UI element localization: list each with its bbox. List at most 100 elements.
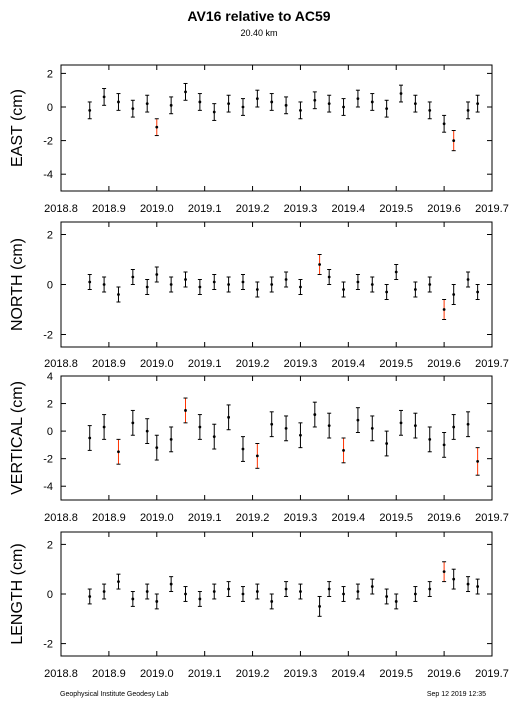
data-point: [270, 422, 274, 426]
data-point: [356, 280, 360, 284]
y-axis-label: EAST (cm): [9, 89, 26, 167]
data-point: [198, 100, 202, 104]
data-point: [452, 293, 456, 296]
x-tick-label: 2019.7: [475, 203, 509, 215]
x-tick-label: 2019.1: [188, 358, 222, 370]
data-point: [102, 425, 106, 429]
x-tick-label: 2019.1: [188, 668, 222, 680]
x-tick-label: 2018.8: [44, 203, 78, 215]
data-point: [342, 288, 345, 291]
y-axis-label: VERTICAL (cm): [9, 381, 26, 495]
y-tick-label: 2: [47, 399, 53, 411]
data-point: [370, 585, 374, 588]
y-tick-label: 0: [47, 426, 53, 438]
data-point: [155, 273, 159, 276]
data-point: [270, 100, 274, 104]
y-tick-label: -4: [43, 481, 53, 493]
data-point: [428, 283, 432, 286]
data-point: [255, 454, 259, 458]
data-point: [299, 433, 302, 437]
x-tick-label: 2019.5: [379, 203, 413, 215]
y-tick-label: -2: [43, 454, 53, 466]
x-tick-label: 2019.4: [332, 668, 366, 680]
panel-frame: [60, 64, 493, 192]
data-point: [212, 110, 216, 114]
y-tick-label: 4: [47, 371, 53, 383]
x-tick-label: 2018.9: [92, 668, 126, 680]
data-point: [476, 290, 480, 294]
x-tick-label: 2018.9: [92, 512, 126, 524]
data-point: [270, 283, 274, 286]
x-tick-label: 2019.7: [475, 358, 509, 370]
data-point: [327, 275, 331, 279]
data-point: [356, 97, 360, 100]
y-axis-label: NORTH (cm): [9, 238, 26, 331]
data-point: [370, 426, 374, 430]
x-tick-label: 2019.7: [475, 668, 509, 680]
data-point: [227, 102, 231, 106]
y-tick-label: -2: [43, 136, 53, 148]
data-point: [88, 595, 92, 598]
panel-3: 2018.8 2018.9 2019.0 2019.1 2019.2 2019.3 2019…: [9, 371, 509, 524]
x-tick-label: 2019.1: [188, 203, 222, 215]
data-point: [270, 600, 274, 603]
data-point: [394, 270, 398, 274]
x-tick-label: 2018.9: [92, 358, 126, 370]
data-point: [198, 597, 202, 601]
x-tick-label: 2019.0: [140, 358, 174, 370]
data-point: [399, 421, 403, 425]
data-point: [466, 108, 470, 112]
x-tick-label: 2018.8: [44, 512, 78, 524]
panel-1: 2018.8 2018.9 2019.0 2019.1 2019.2 2019.3 2019…: [9, 64, 509, 215]
data-point: [284, 103, 288, 107]
data-point: [442, 122, 446, 126]
x-tick-label: 2019.0: [140, 512, 174, 524]
data-point: [299, 285, 302, 289]
x-tick-label: 2019.0: [140, 203, 174, 215]
data-point: [241, 447, 245, 451]
panel-frame: [60, 531, 493, 657]
data-point: [284, 587, 288, 591]
x-tick-label: 2019.4: [332, 512, 366, 524]
data-point: [169, 283, 173, 286]
data-point: [145, 590, 149, 593]
data-point: [145, 102, 149, 106]
x-tick-label: 2019.2: [236, 668, 270, 680]
data-point: [385, 107, 389, 111]
footer-credit: Geophysical Institute Geodesy Lab: [60, 691, 169, 698]
footer-timestamp: Sep 12 2019 12:35: [426, 691, 486, 698]
x-tick-label: 2019.1: [188, 512, 222, 524]
panel-frame: [60, 375, 493, 501]
data-point: [198, 285, 202, 289]
chart-subtitle: 20.40 km: [240, 28, 278, 38]
data-point: [145, 285, 149, 289]
data-point: [327, 587, 331, 591]
data-point: [255, 590, 259, 593]
y-tick-label: 0: [47, 280, 53, 292]
y-tick-label: 2: [47, 68, 53, 80]
data-point: [212, 280, 216, 284]
data-point: [370, 100, 374, 104]
data-point: [466, 422, 470, 426]
x-tick-label: 2019.2: [236, 512, 270, 524]
data-point: [327, 424, 331, 427]
data-point: [117, 580, 120, 583]
panel-2: 2018.8 2018.9 2019.0 2019.1 2019.2 2019.3 2019…: [9, 221, 509, 370]
x-tick-label: 2019.7: [475, 512, 509, 524]
x-tick-label: 2019.6: [427, 668, 461, 680]
y-tick-label: -2: [43, 639, 53, 651]
x-tick-label: 2019.0: [140, 668, 174, 680]
data-point: [385, 442, 389, 445]
panel-frame: [60, 221, 493, 348]
x-tick-label: 2018.9: [92, 203, 126, 215]
y-tick-label: -2: [43, 330, 53, 342]
data-point: [117, 293, 120, 296]
x-tick-label: 2019.2: [236, 358, 270, 370]
data-point: [442, 570, 446, 574]
panel-4: 2018.8 2018.9 2019.0 2019.1 2019.2 2019.3 2019…: [9, 531, 509, 680]
data-point: [385, 595, 389, 598]
data-point: [155, 600, 159, 603]
x-tick-label: 2019.4: [332, 203, 366, 215]
data-point: [428, 437, 432, 441]
